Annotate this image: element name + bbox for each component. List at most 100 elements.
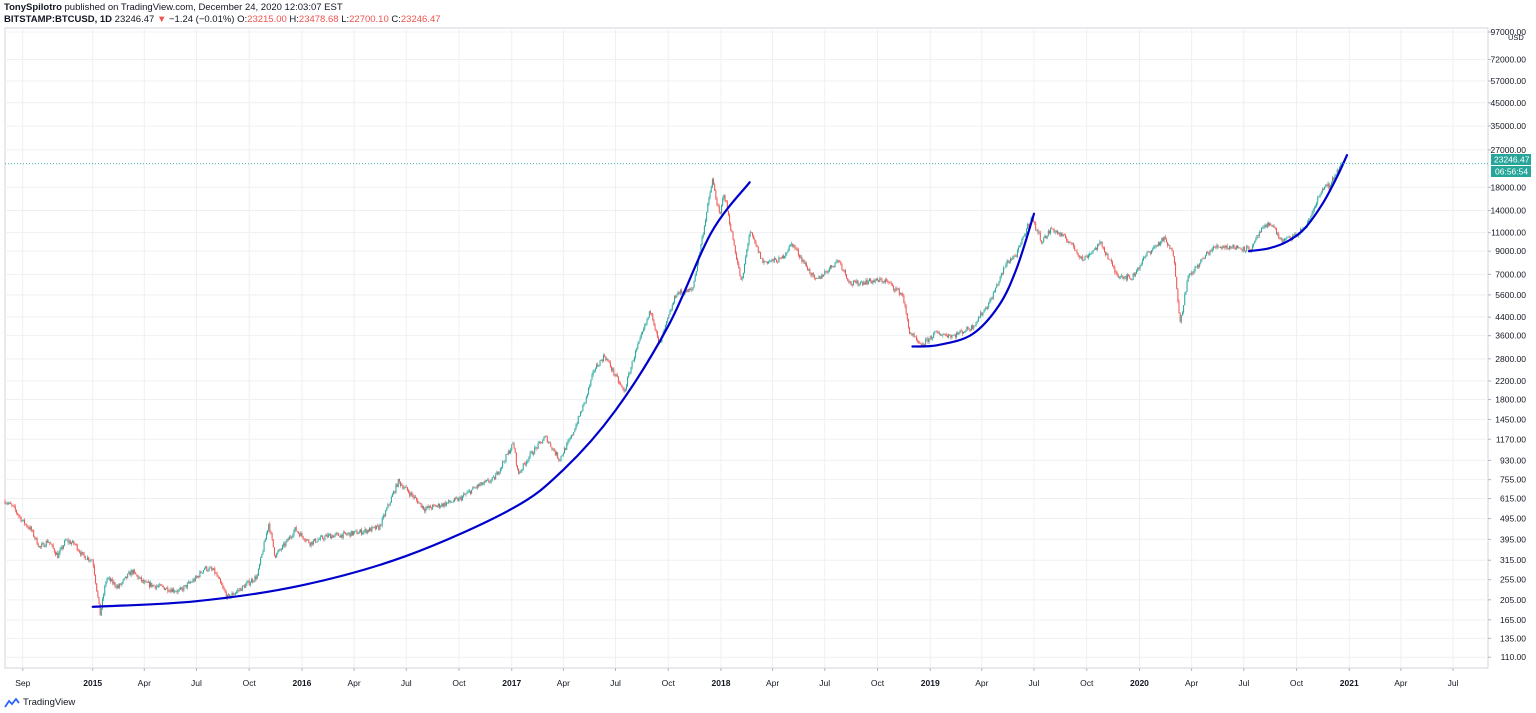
candle-body [655, 329, 657, 332]
candle-body [799, 255, 801, 258]
candle-body [1110, 259, 1112, 262]
candle-body [1123, 277, 1125, 279]
candle-body [747, 243, 749, 250]
candle-body [755, 241, 757, 245]
candle-body [553, 448, 555, 452]
candle-body [537, 442, 539, 449]
candle-body [562, 453, 564, 456]
trend-curve[interactable] [91, 181, 751, 608]
candle-body [424, 509, 426, 512]
candle-body [169, 589, 171, 592]
candle-body [1014, 255, 1016, 257]
candle-body [4, 500, 6, 504]
candle-body [1242, 246, 1244, 251]
candle-body [275, 555, 277, 558]
candle-body [248, 580, 250, 585]
candle-body [530, 451, 532, 453]
candle-body [1210, 250, 1212, 252]
x-tick-label: Jul [819, 678, 830, 688]
candle-body [1089, 253, 1091, 256]
candle-body [416, 497, 418, 501]
author-name[interactable]: TonySpilotro [4, 2, 62, 13]
candle-body [1196, 265, 1198, 268]
tradingview-footer[interactable]: TradingView [4, 697, 75, 708]
candle-body [1093, 249, 1095, 251]
candle-body [1211, 249, 1213, 252]
candle-body [221, 582, 223, 586]
candle-body [946, 336, 948, 338]
candle-body [334, 533, 336, 536]
candle-body [567, 441, 569, 444]
candle-body [458, 497, 460, 502]
trend-curve[interactable] [1247, 154, 1349, 253]
candle-body [1125, 276, 1127, 280]
candle-body [576, 423, 578, 426]
candle-body [278, 549, 280, 552]
candle-body [552, 448, 554, 450]
candle-body [991, 298, 993, 300]
candle-body [260, 557, 262, 565]
x-tick-label: Apr [138, 678, 151, 688]
candle-body [653, 319, 655, 325]
time-axis[interactable]: Sep 2015 Apr Jul Oct 2016 Apr Jul Oct 2017 Apr Jul O… [15, 668, 1459, 688]
candle-body [890, 283, 892, 284]
candle-body [687, 289, 689, 293]
candle-body [745, 256, 747, 265]
candle-body [1061, 233, 1063, 237]
candle-body [218, 577, 220, 579]
candle-body [1228, 246, 1230, 249]
candle-body [592, 370, 594, 375]
candle-body [50, 543, 52, 545]
candle-body [594, 368, 596, 371]
candle-body [356, 530, 358, 535]
candle-body [37, 544, 39, 547]
candle-body [1077, 253, 1079, 256]
candle-body [378, 525, 380, 530]
candle-body [197, 576, 199, 578]
candle-body [393, 491, 395, 495]
y-tick-label: 615.00 [1500, 494, 1526, 504]
candle-body [398, 478, 400, 482]
candle-body [159, 584, 161, 586]
candle-body [1309, 218, 1311, 221]
candle-body [168, 591, 170, 593]
y-tick-label: 97000.00 [1491, 27, 1527, 37]
candle-body [226, 595, 228, 598]
candle-body [865, 279, 867, 285]
candle-body [905, 306, 907, 314]
y-tick-label: 1450.00 [1495, 414, 1526, 424]
y-tick-label: 395.00 [1500, 534, 1526, 544]
candle-body [1034, 221, 1036, 223]
candle-body [1264, 224, 1266, 228]
trend-curve[interactable] [911, 212, 1036, 348]
candle-body [1045, 235, 1047, 239]
candle-body [903, 295, 905, 304]
candle-body [445, 502, 447, 506]
x-tick-label: Apr [1394, 678, 1407, 688]
candle-body [639, 336, 641, 341]
candle-body [95, 574, 97, 584]
last-price-badge-text: 23246.47 [1494, 155, 1530, 165]
candle-body [377, 525, 379, 527]
candle-body [205, 566, 207, 569]
candle-body [82, 551, 84, 554]
symbol-label[interactable]: BITSTAMP:BTCUSD, 1D [4, 14, 113, 25]
candle-body [1153, 246, 1155, 250]
candle-body [53, 548, 55, 553]
plot-area[interactable] [4, 27, 1489, 669]
candle-body [973, 325, 975, 329]
price-axis[interactable]: 110.00 135.00 165.00 205.00 255.00 315.00 395.… [1488, 27, 1526, 662]
candle-body [738, 263, 740, 268]
candle-body [849, 281, 851, 283]
candle-body [535, 447, 537, 449]
candle-body [1122, 275, 1124, 279]
candle-body [742, 272, 744, 279]
candle-body [702, 234, 704, 238]
candle-body [1087, 255, 1089, 258]
candle-body [1340, 164, 1342, 168]
candle-body [836, 260, 838, 262]
candle-body [993, 291, 995, 293]
candle-body [778, 257, 780, 263]
candle-body [565, 448, 567, 450]
